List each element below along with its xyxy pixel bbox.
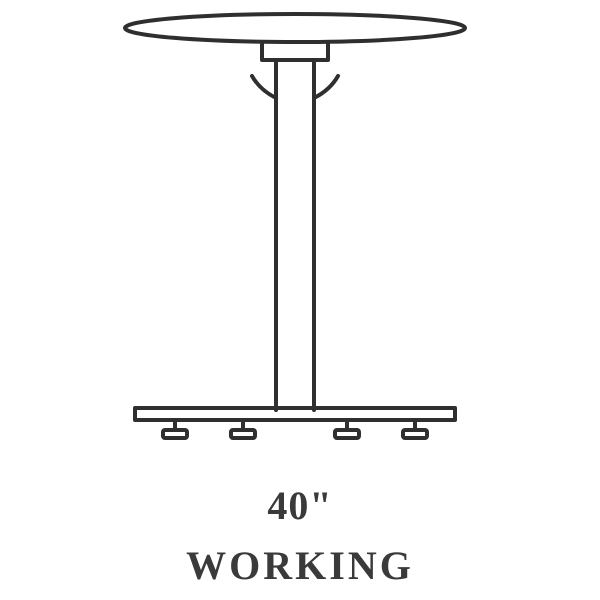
labels-block: 40" (0, 482, 600, 529)
labels-block-2: WORKING (0, 542, 600, 589)
table-diagram-container: { "diagram": { "type": "line-drawing", "… (0, 0, 600, 600)
height-measurement-label: 40" (0, 482, 600, 529)
caption-label: WORKING (0, 542, 600, 589)
